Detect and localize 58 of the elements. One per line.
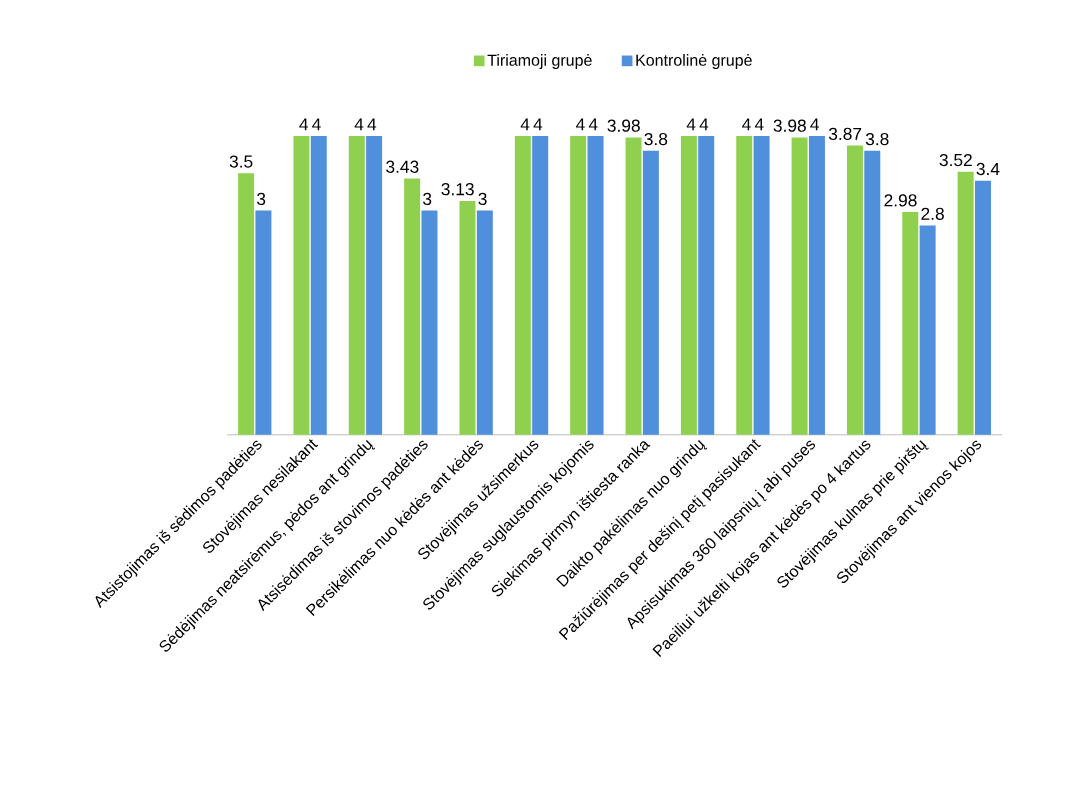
data-label: 3.8 — [644, 133, 668, 146]
bar — [642, 150, 659, 435]
data-label: 3.43 — [386, 160, 419, 173]
bar — [846, 145, 863, 435]
bar — [310, 135, 327, 435]
data-label: 3 — [423, 192, 432, 206]
data-label: 2.98 — [884, 194, 917, 207]
data-label: 4 — [367, 118, 377, 131]
bar — [753, 135, 770, 435]
data-label: 3.52 — [939, 153, 972, 167]
bar — [570, 135, 587, 435]
data-label: 4 — [686, 118, 696, 131]
data-label: 4 — [312, 118, 321, 131]
data-label: 3.98 — [773, 119, 806, 132]
data-label: 2.8 — [921, 207, 944, 221]
data-label: 3.5 — [229, 155, 253, 168]
bar — [736, 135, 753, 435]
data-label: 3.98 — [607, 119, 640, 132]
bar — [587, 135, 604, 435]
bar — [974, 180, 991, 435]
data-label: 3 — [478, 192, 487, 206]
data-label: 4 — [588, 118, 598, 131]
data-label: 4 — [576, 118, 585, 131]
bar — [919, 225, 936, 435]
data-label: 3 — [257, 192, 266, 206]
bar — [902, 212, 919, 435]
bar — [459, 200, 476, 435]
data-label: 4 — [699, 118, 709, 131]
bar — [680, 135, 697, 435]
bar — [625, 137, 642, 435]
bar — [255, 210, 272, 435]
data-label: 4 — [520, 118, 530, 131]
bar — [238, 173, 255, 435]
legend-label: Tiriamoji grupė — [487, 54, 592, 70]
bar — [404, 178, 421, 435]
data-label: 4 — [810, 118, 819, 131]
data-label: 3.13 — [441, 183, 474, 196]
legend-label: Kontrolinė grupė — [636, 54, 752, 70]
bar — [864, 150, 881, 435]
data-label: 3.8 — [865, 133, 889, 146]
bar — [476, 210, 493, 435]
data-label: 4 — [299, 118, 308, 131]
bar — [366, 135, 383, 435]
bar — [698, 135, 715, 435]
data-label: 4 — [742, 118, 751, 131]
bar — [791, 137, 808, 435]
data-label: 3.4 — [976, 162, 1000, 176]
data-label: 4 — [754, 118, 764, 131]
bar — [808, 135, 825, 435]
data-label: 4 — [533, 118, 543, 131]
data-label: 4 — [354, 118, 364, 131]
bar — [532, 135, 549, 435]
bar — [514, 135, 531, 435]
bar — [293, 135, 310, 435]
bar — [348, 135, 365, 435]
bar — [957, 171, 974, 435]
bar — [421, 210, 438, 435]
data-label: 3.87 — [828, 127, 862, 141]
